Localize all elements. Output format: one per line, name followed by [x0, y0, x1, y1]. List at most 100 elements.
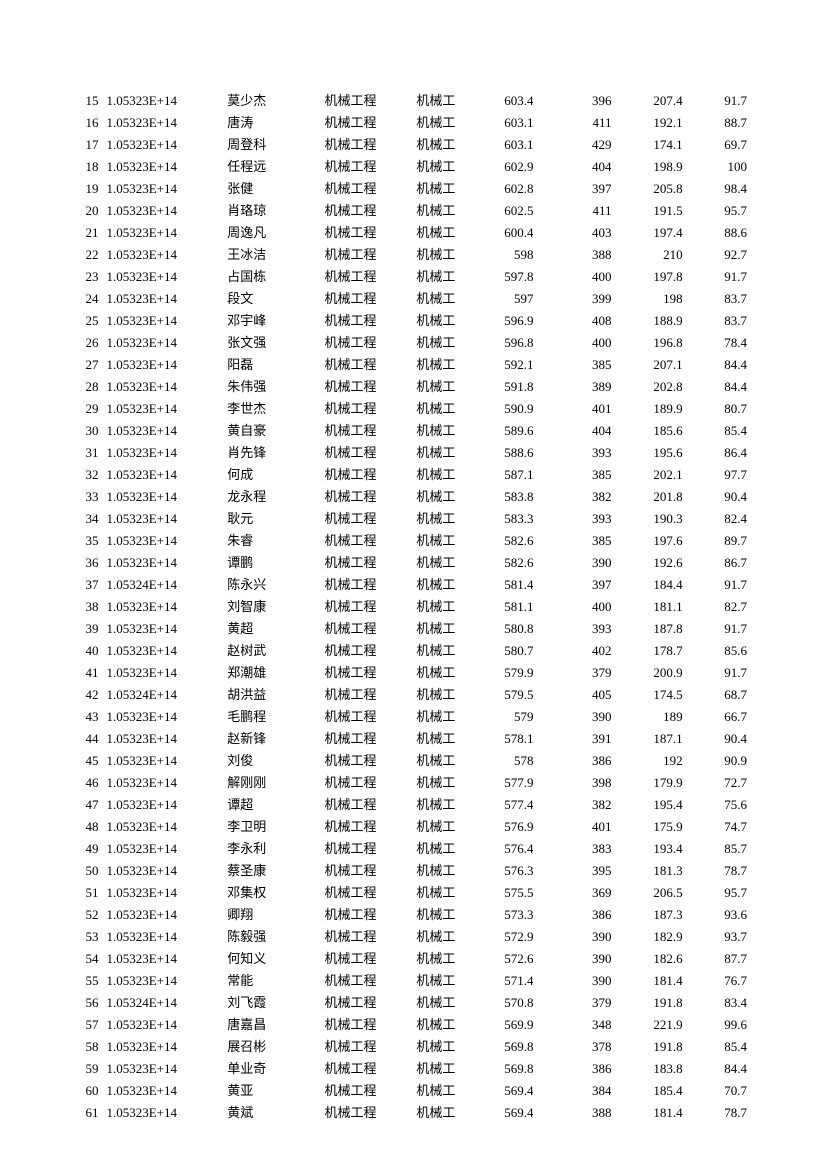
- cell-short: 机械工: [416, 530, 469, 552]
- cell-v1: 592.1: [469, 354, 533, 376]
- cell-index: 43: [72, 706, 106, 728]
- cell-v2: 408: [533, 310, 611, 332]
- cell-short: 机械工: [416, 486, 469, 508]
- cell-index: 33: [72, 486, 106, 508]
- cell-v2: 391: [533, 728, 611, 750]
- cell-short: 机械工: [416, 222, 469, 244]
- cell-v1: 583.8: [469, 486, 533, 508]
- cell-major: 机械工程: [325, 816, 417, 838]
- table-row: 261.05323E+14张文强机械工程机械工596.8400196.878.4: [72, 332, 747, 354]
- cell-v4: 99.6: [683, 1014, 747, 1036]
- cell-short: 机械工: [416, 310, 469, 332]
- cell-v3: 193.4: [611, 838, 682, 860]
- cell-short: 机械工: [416, 816, 469, 838]
- cell-v4: 83.4: [683, 992, 747, 1014]
- cell-name: 胡洪益: [221, 684, 324, 706]
- cell-index: 49: [72, 838, 106, 860]
- cell-v4: 90.9: [683, 750, 747, 772]
- cell-v2: 393: [533, 618, 611, 640]
- cell-v1: 569.8: [469, 1058, 533, 1080]
- cell-major: 机械工程: [325, 442, 417, 464]
- cell-v4: 70.7: [683, 1080, 747, 1102]
- cell-v2: 385: [533, 464, 611, 486]
- cell-major: 机械工程: [325, 1102, 417, 1124]
- cell-v4: 82.4: [683, 508, 747, 530]
- cell-id: 1.05323E+14: [106, 178, 221, 200]
- cell-index: 26: [72, 332, 106, 354]
- table-row: 411.05323E+14郑潮雄机械工程机械工579.9379200.991.7: [72, 662, 747, 684]
- cell-id: 1.05323E+14: [106, 1058, 221, 1080]
- cell-v4: 85.6: [683, 640, 747, 662]
- cell-index: 29: [72, 398, 106, 420]
- cell-short: 机械工: [416, 684, 469, 706]
- cell-short: 机械工: [416, 640, 469, 662]
- cell-v2: 388: [533, 244, 611, 266]
- cell-index: 19: [72, 178, 106, 200]
- cell-name: 张健: [221, 178, 324, 200]
- cell-id: 1.05323E+14: [106, 442, 221, 464]
- table-row: 591.05323E+14单业奇机械工程机械工569.8386183.884.4: [72, 1058, 747, 1080]
- cell-id: 1.05323E+14: [106, 112, 221, 134]
- cell-v3: 191.5: [611, 200, 682, 222]
- cell-v3: 181.4: [611, 970, 682, 992]
- table-row: 571.05323E+14唐嘉昌机械工程机械工569.9348221.999.6: [72, 1014, 747, 1036]
- table-row: 271.05323E+14阳磊机械工程机械工592.1385207.184.4: [72, 354, 747, 376]
- table-row: 181.05323E+14任程远机械工程机械工602.9404198.9100: [72, 156, 747, 178]
- cell-index: 30: [72, 420, 106, 442]
- cell-v2: 400: [533, 596, 611, 618]
- data-table: 151.05323E+14莫少杰机械工程机械工603.4396207.491.7…: [72, 90, 747, 1124]
- cell-v3: 185.6: [611, 420, 682, 442]
- table-row: 341.05323E+14耿元机械工程机械工583.3393190.382.4: [72, 508, 747, 530]
- cell-v3: 184.4: [611, 574, 682, 596]
- cell-id: 1.05323E+14: [106, 904, 221, 926]
- cell-major: 机械工程: [325, 222, 417, 244]
- cell-v2: 390: [533, 552, 611, 574]
- cell-short: 机械工: [416, 442, 469, 464]
- cell-id: 1.05323E+14: [106, 816, 221, 838]
- cell-major: 机械工程: [325, 706, 417, 728]
- cell-index: 61: [72, 1102, 106, 1124]
- cell-index: 54: [72, 948, 106, 970]
- cell-name: 周逸凡: [221, 222, 324, 244]
- cell-major: 机械工程: [325, 178, 417, 200]
- cell-short: 机械工: [416, 618, 469, 640]
- cell-id: 1.05324E+14: [106, 684, 221, 706]
- cell-short: 机械工: [416, 706, 469, 728]
- table-row: 531.05323E+14陈毅强机械工程机械工572.9390182.993.7: [72, 926, 747, 948]
- table-row: 211.05323E+14周逸凡机械工程机械工600.4403197.488.6: [72, 222, 747, 244]
- cell-short: 机械工: [416, 156, 469, 178]
- table-row: 221.05323E+14王冰洁机械工程机械工59838821092.7: [72, 244, 747, 266]
- cell-major: 机械工程: [325, 992, 417, 1014]
- cell-v4: 66.7: [683, 706, 747, 728]
- cell-v2: 384: [533, 1080, 611, 1102]
- cell-v2: 386: [533, 904, 611, 926]
- cell-id: 1.05323E+14: [106, 662, 221, 684]
- cell-v2: 397: [533, 574, 611, 596]
- cell-v1: 579.9: [469, 662, 533, 684]
- cell-index: 42: [72, 684, 106, 706]
- cell-v2: 385: [533, 530, 611, 552]
- cell-name: 邓宇峰: [221, 310, 324, 332]
- cell-name: 莫少杰: [221, 90, 324, 112]
- cell-index: 36: [72, 552, 106, 574]
- table-row: 161.05323E+14唐涛机械工程机械工603.1411192.188.7: [72, 112, 747, 134]
- cell-name: 李卫明: [221, 816, 324, 838]
- cell-name: 蔡圣康: [221, 860, 324, 882]
- cell-v3: 207.1: [611, 354, 682, 376]
- cell-short: 机械工: [416, 662, 469, 684]
- cell-v3: 189.9: [611, 398, 682, 420]
- cell-id: 1.05323E+14: [106, 134, 221, 156]
- cell-major: 机械工程: [325, 530, 417, 552]
- cell-index: 21: [72, 222, 106, 244]
- cell-short: 机械工: [416, 288, 469, 310]
- cell-major: 机械工程: [325, 420, 417, 442]
- cell-v3: 197.8: [611, 266, 682, 288]
- cell-v1: 580.8: [469, 618, 533, 640]
- cell-v1: 569.9: [469, 1014, 533, 1036]
- cell-short: 机械工: [416, 552, 469, 574]
- table-row: 481.05323E+14李卫明机械工程机械工576.9401175.974.7: [72, 816, 747, 838]
- cell-v4: 86.7: [683, 552, 747, 574]
- cell-v2: 393: [533, 442, 611, 464]
- cell-short: 机械工: [416, 1080, 469, 1102]
- cell-v2: 386: [533, 750, 611, 772]
